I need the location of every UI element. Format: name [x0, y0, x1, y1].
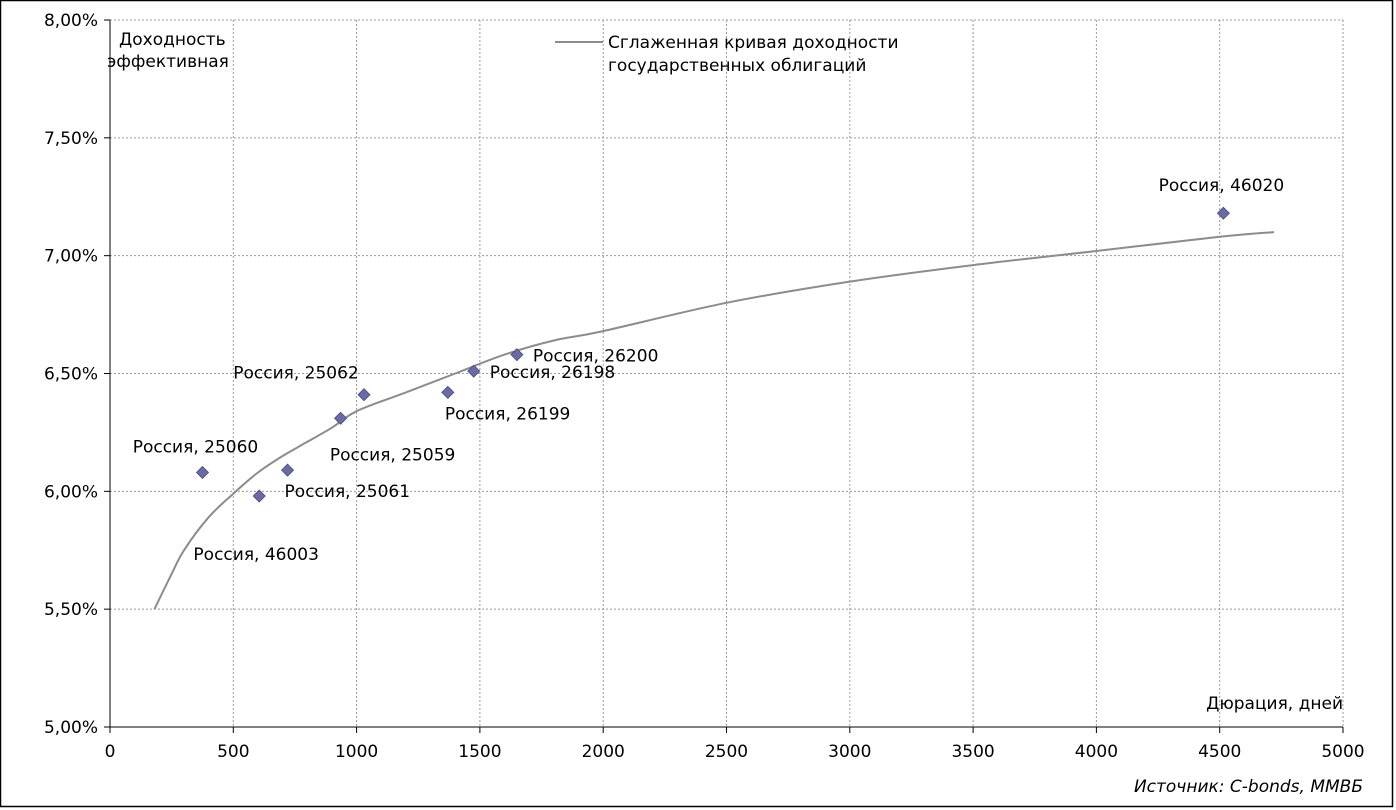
grid: [110, 19, 1344, 727]
bond-label-2: Россия, 25061: [285, 482, 411, 502]
x-tick-label-0: 0: [105, 742, 116, 762]
bond-point-4: [357, 388, 371, 402]
bond-label-6: Россия, 26198: [490, 363, 616, 383]
points-layer: Россия, 25060 Россия, 46003 Россия, 25061 Р…: [133, 176, 1284, 565]
x-tick-label-1: 500: [217, 742, 249, 762]
x-tick-label-2: 1000: [335, 742, 378, 762]
legend: Сглаженная кривая доходности государстве…: [555, 33, 899, 76]
y-tick-label-1: 5,50%: [44, 600, 98, 620]
legend-label-line-2: государственных облигаций: [608, 56, 866, 76]
bond-point-1: [252, 489, 266, 503]
bond-label-8: Россия, 46020: [1159, 176, 1285, 196]
bond-label-1: Россия, 46003: [193, 545, 319, 565]
bond-point-6: [467, 364, 481, 378]
x-tick-label-10: 5000: [1321, 742, 1364, 762]
bond-point-0: [195, 465, 210, 480]
bond-point-8: [1216, 206, 1230, 220]
y-axis-label-line-2: эффективная: [107, 52, 229, 72]
bond-point-3: [334, 411, 348, 425]
x-tick-label-9: 4500: [1198, 742, 1241, 762]
y-tick-label-5: 7,50%: [44, 129, 98, 149]
y-tick-label-4: 7,00%: [44, 247, 98, 267]
x-tick-label-8: 4000: [1075, 742, 1118, 762]
bond-label-4: Россия, 25062: [233, 364, 359, 384]
x-tick-label-3: 1500: [458, 742, 501, 762]
bond-label-7: Россия, 26200: [533, 347, 659, 367]
axes: 5,00% 5,50% 6,00% 6,50% 7,00% 7,50% 8,00% 0 500 1…: [44, 11, 1365, 762]
bond-label-3: Россия, 25059: [330, 445, 456, 465]
x-tick-label-6: 3000: [828, 742, 871, 762]
bond-label-0: Россия, 25060: [133, 437, 259, 457]
bond-point-7: [510, 348, 524, 362]
x-tick-label-4: 2000: [582, 742, 625, 762]
smoothed-yield-curve: [153, 231, 1275, 610]
legend-label-line-1: Сглаженная кривая доходности: [608, 33, 899, 53]
source-note: Источник: C-bonds, ММВБ: [1134, 777, 1363, 797]
y-tick-label-2: 6,00%: [44, 482, 98, 502]
y-tick-label-6: 8,00%: [44, 11, 98, 31]
bond-point-5: [441, 385, 455, 399]
bond-point-2: [280, 463, 295, 477]
bond-label-5: Россия, 26199: [445, 404, 571, 424]
y-tick-label-0: 5,00%: [44, 718, 98, 738]
x-tick-label-5: 2500: [705, 742, 748, 762]
x-tick-label-7: 3500: [951, 742, 994, 762]
y-axis-label-line-1: Доходность: [119, 30, 226, 50]
y-tick-label-3: 6,50%: [44, 365, 98, 385]
x-axis-label: Дюрация, дней: [1206, 694, 1343, 714]
curve-layer: [153, 231, 1275, 610]
